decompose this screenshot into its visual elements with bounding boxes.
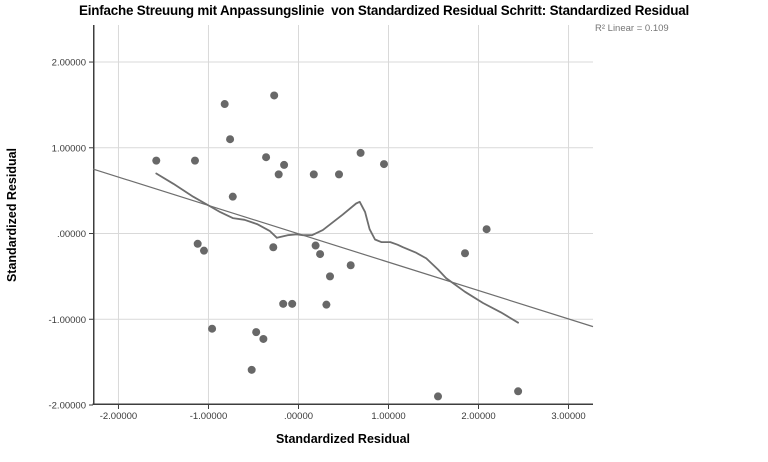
x-axis-title: Standardized Residual [275, 432, 411, 446]
data-point [434, 392, 443, 401]
data-point [379, 160, 388, 169]
data-point [259, 334, 268, 343]
data-point [280, 160, 289, 169]
r-squared-annotation: R² Linear = 0.109 [595, 23, 669, 34]
y-tick-label: 2.00000 [52, 58, 86, 69]
data-point [269, 243, 278, 252]
x-tick-label: .00000 [284, 411, 313, 422]
loess-curve [155, 172, 520, 324]
y-tick-label: -1.00000 [48, 315, 86, 326]
data-point [199, 246, 208, 255]
x-tick-label: 3.00000 [551, 411, 585, 422]
data-point [262, 153, 271, 162]
y-tick-label: .00000 [57, 229, 86, 240]
y-tick-label: -2.00000 [48, 401, 86, 412]
y-axis-title: Standardized Residual [5, 147, 19, 283]
data-point [514, 387, 523, 396]
data-point [228, 192, 237, 201]
chart-title: Einfache Streuung mit Anpassungslinie vo… [79, 3, 689, 18]
data-point [325, 272, 334, 281]
data-point [252, 328, 261, 337]
data-point [226, 135, 235, 144]
data-point [274, 170, 283, 179]
data-point [193, 239, 202, 248]
data-point [220, 100, 229, 109]
data-point [482, 225, 491, 234]
x-tick-label: 2.00000 [461, 411, 495, 422]
data-point [334, 170, 343, 179]
data-point [309, 170, 318, 179]
x-tick-label: -2.00000 [100, 411, 138, 422]
data-point [356, 148, 365, 157]
x-tick-label: -1.00000 [190, 411, 228, 422]
data-point [311, 241, 320, 250]
data-point [316, 250, 325, 259]
data-point [190, 156, 199, 165]
data-point [322, 300, 331, 309]
plot-region: -2.00000 -1.00000 .00000 1.00000 2.00000 3.00… [48, 25, 594, 422]
data-point [279, 299, 288, 308]
y-tick-label: 1.00000 [52, 143, 86, 154]
regression-line [92, 168, 594, 328]
data-point [270, 91, 279, 100]
data-point [208, 324, 217, 333]
data-point [346, 261, 355, 270]
x-tick-label: 1.00000 [371, 411, 405, 422]
data-point [152, 156, 161, 165]
plot-area: -2.00000 -1.00000 .00000 1.00000 2.00000 3.00… [48, 25, 594, 422]
data-point [461, 249, 470, 258]
data-point [247, 365, 256, 374]
data-point [288, 299, 297, 308]
